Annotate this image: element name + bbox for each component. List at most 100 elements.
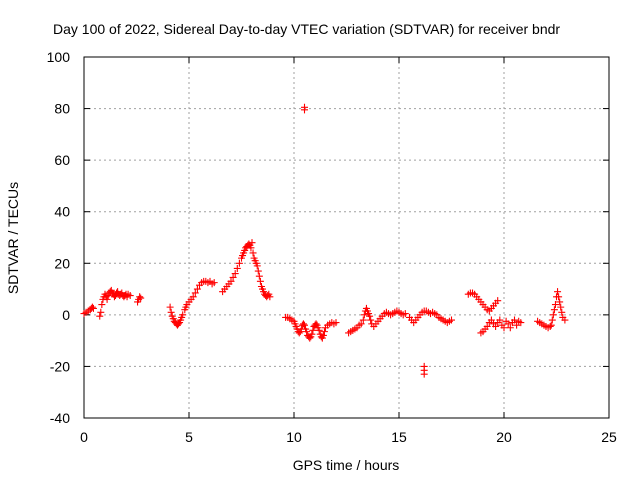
data-point bbox=[401, 310, 409, 318]
data-point bbox=[89, 304, 97, 312]
data-point bbox=[315, 326, 323, 334]
data-point bbox=[97, 308, 105, 316]
data-point bbox=[554, 288, 562, 296]
data-point bbox=[551, 301, 559, 309]
data-point bbox=[492, 322, 500, 330]
data-point bbox=[249, 249, 257, 257]
x-tick-label: 10 bbox=[286, 429, 302, 445]
data-point bbox=[511, 316, 518, 324]
data-point bbox=[306, 334, 314, 342]
data-point bbox=[255, 272, 263, 280]
data-point bbox=[483, 322, 491, 330]
data-point bbox=[557, 303, 565, 311]
x-tick-label: 5 bbox=[185, 429, 193, 445]
data-point bbox=[301, 103, 308, 111]
x-tick-label: 25 bbox=[601, 429, 617, 445]
x-tick-label: 15 bbox=[391, 429, 407, 445]
data-point bbox=[487, 316, 495, 324]
data-point bbox=[494, 297, 502, 305]
data-point bbox=[320, 328, 328, 336]
data-point bbox=[245, 240, 253, 248]
data-point bbox=[110, 293, 118, 301]
data-point bbox=[308, 330, 316, 338]
data-point bbox=[309, 326, 317, 334]
y-tick-label: -40 bbox=[50, 410, 70, 426]
y-axis-label: SDTVAR / TECUs bbox=[5, 182, 21, 294]
data-point bbox=[303, 328, 311, 336]
data-point bbox=[549, 311, 557, 319]
data-point bbox=[231, 270, 239, 278]
data-point bbox=[367, 316, 375, 324]
data-point bbox=[513, 321, 521, 329]
data-point bbox=[299, 320, 307, 328]
data-point bbox=[191, 289, 199, 297]
data-points bbox=[80, 103, 569, 378]
data-point bbox=[546, 322, 554, 330]
data-point bbox=[555, 293, 563, 301]
data-point bbox=[179, 311, 187, 319]
grid-lines bbox=[84, 57, 609, 418]
data-point bbox=[295, 329, 303, 337]
y-tick-label: 100 bbox=[47, 49, 71, 65]
data-point bbox=[175, 320, 182, 328]
data-point bbox=[312, 320, 320, 328]
data-point bbox=[332, 319, 340, 327]
data-point bbox=[548, 316, 556, 324]
data-point bbox=[360, 311, 368, 319]
x-axis-tick-labels: 0 5 10 15 20 25 bbox=[80, 429, 617, 445]
data-point bbox=[137, 294, 145, 302]
data-point bbox=[500, 324, 508, 332]
data-point bbox=[136, 293, 144, 301]
data-point bbox=[550, 306, 558, 314]
data-point bbox=[517, 319, 525, 327]
data-point bbox=[96, 312, 104, 320]
data-point bbox=[547, 321, 555, 329]
plot-area bbox=[83, 56, 610, 419]
data-point bbox=[301, 321, 308, 329]
data-point bbox=[254, 267, 262, 275]
y-tick-label: 80 bbox=[54, 101, 70, 117]
data-point bbox=[357, 320, 365, 328]
data-point bbox=[448, 316, 455, 324]
data-point bbox=[193, 285, 201, 293]
data-point bbox=[266, 293, 274, 301]
data-point bbox=[366, 312, 374, 320]
data-point bbox=[359, 316, 367, 324]
data-point bbox=[98, 301, 106, 309]
data-point bbox=[247, 244, 255, 252]
data-point bbox=[227, 277, 235, 285]
data-point bbox=[253, 262, 261, 270]
y-tick-label: -20 bbox=[50, 358, 70, 374]
y-axis-tick-labels: -40 -20 0 20 40 60 80 100 bbox=[47, 49, 71, 426]
data-point bbox=[558, 308, 566, 316]
data-point bbox=[229, 273, 237, 281]
data-point bbox=[103, 295, 111, 303]
data-point bbox=[420, 370, 428, 378]
data-point bbox=[504, 320, 512, 328]
data-point bbox=[210, 279, 218, 287]
data-point bbox=[88, 303, 96, 311]
data-point bbox=[506, 324, 514, 332]
data-point bbox=[235, 259, 243, 267]
data-point bbox=[126, 292, 134, 300]
data-point bbox=[256, 277, 264, 285]
chart-title: Day 100 of 2022, Sidereal Day-to-day VTE… bbox=[53, 21, 560, 37]
data-point bbox=[319, 331, 327, 339]
y-tick-label: 20 bbox=[54, 255, 70, 271]
x-axis-label: GPS time / hours bbox=[293, 457, 400, 473]
data-point bbox=[248, 239, 256, 247]
x-tick-label: 20 bbox=[496, 429, 512, 445]
data-point bbox=[233, 264, 241, 272]
data-point bbox=[167, 308, 175, 316]
y-tick-label: 40 bbox=[54, 204, 70, 220]
data-point bbox=[556, 298, 564, 306]
data-point bbox=[561, 316, 569, 324]
y-tick-label: 60 bbox=[54, 152, 70, 168]
y-tick-label: 0 bbox=[62, 307, 70, 323]
x-tick-label: 0 bbox=[80, 429, 88, 445]
data-point bbox=[496, 316, 504, 324]
axis-ticks bbox=[83, 56, 610, 419]
data-point bbox=[189, 293, 197, 301]
data-point bbox=[166, 303, 174, 311]
